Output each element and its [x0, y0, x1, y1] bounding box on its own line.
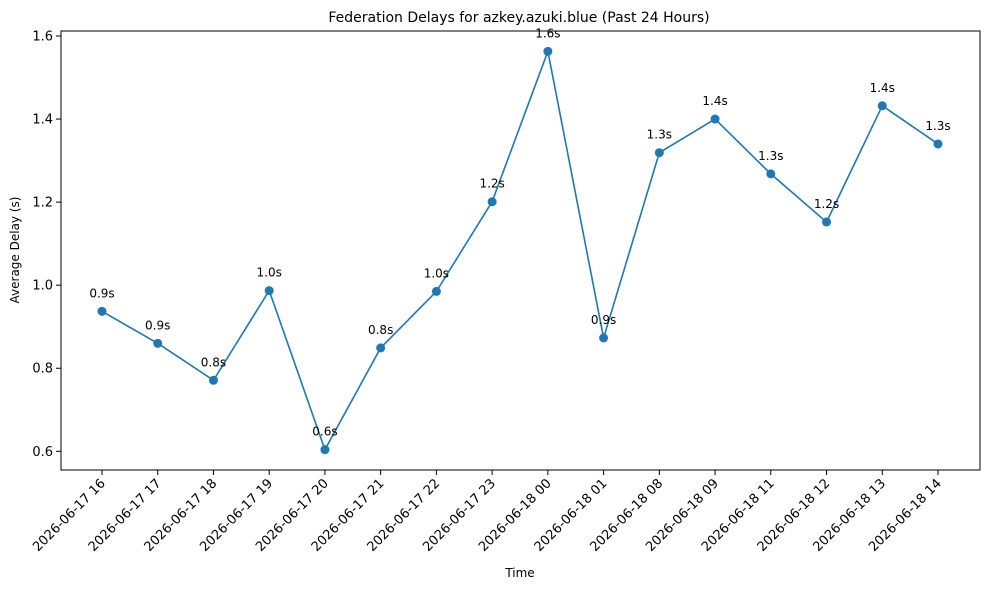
data-label: 0.9s [591, 313, 616, 327]
data-label: 0.9s [89, 286, 114, 300]
data-label: 1.2s [479, 177, 504, 191]
data-point [822, 217, 832, 227]
y-tick-label: 0.8 [32, 362, 53, 377]
data-label: 1.3s [925, 119, 950, 133]
data-label: 1.0s [424, 266, 449, 280]
data-point [766, 169, 776, 179]
plot-area [60, 30, 981, 471]
data-label: 0.9s [145, 318, 170, 332]
y-axis: 0.6 0.8 1.0 1.2 1.4 1.6 [32, 29, 61, 460]
data-label: 1.3s [647, 128, 672, 142]
data-point [320, 445, 330, 455]
chart-title: Federation Delays for azkey.azuki.blue (… [328, 10, 709, 26]
data-point [710, 114, 720, 124]
data-label: 1.3s [758, 149, 783, 163]
data-label: 0.8s [368, 323, 393, 337]
data-point [431, 286, 441, 296]
y-tick-label: 0.6 [32, 445, 53, 460]
data-point [376, 343, 386, 353]
data-point [933, 139, 943, 149]
data-point [877, 101, 887, 111]
y-tick-label: 1.0 [32, 279, 53, 294]
data-point [264, 286, 274, 296]
series-line [101, 48, 939, 452]
data-label: 1.2s [814, 197, 839, 211]
data-label: 1.0s [257, 266, 282, 280]
data-point [543, 46, 553, 56]
y-tick-label: 1.4 [32, 113, 53, 128]
data-label: 1.4s [702, 94, 727, 108]
y-tick-label: 1.6 [32, 29, 53, 44]
y-axis-label: Average Delay (s) [8, 197, 22, 304]
data-point [654, 148, 664, 158]
data-point [153, 338, 163, 348]
y-tick-label: 1.2 [32, 196, 53, 211]
data-labels: 0.9s 0.9s 0.8s 1.0s 0.6s 0.8s 1.0s 1.2s 1.6s 0.9s… [89, 26, 950, 438]
data-point [487, 197, 497, 207]
data-label: 1.4s [870, 81, 895, 95]
data-point [599, 333, 609, 343]
x-axis-label: Time [504, 566, 534, 580]
data-point [97, 306, 107, 316]
data-label: 1.6s [535, 26, 560, 40]
data-points [97, 46, 943, 455]
data-label: 0.8s [201, 355, 226, 369]
data-point [208, 375, 218, 385]
data-label: 0.6s [312, 425, 337, 439]
